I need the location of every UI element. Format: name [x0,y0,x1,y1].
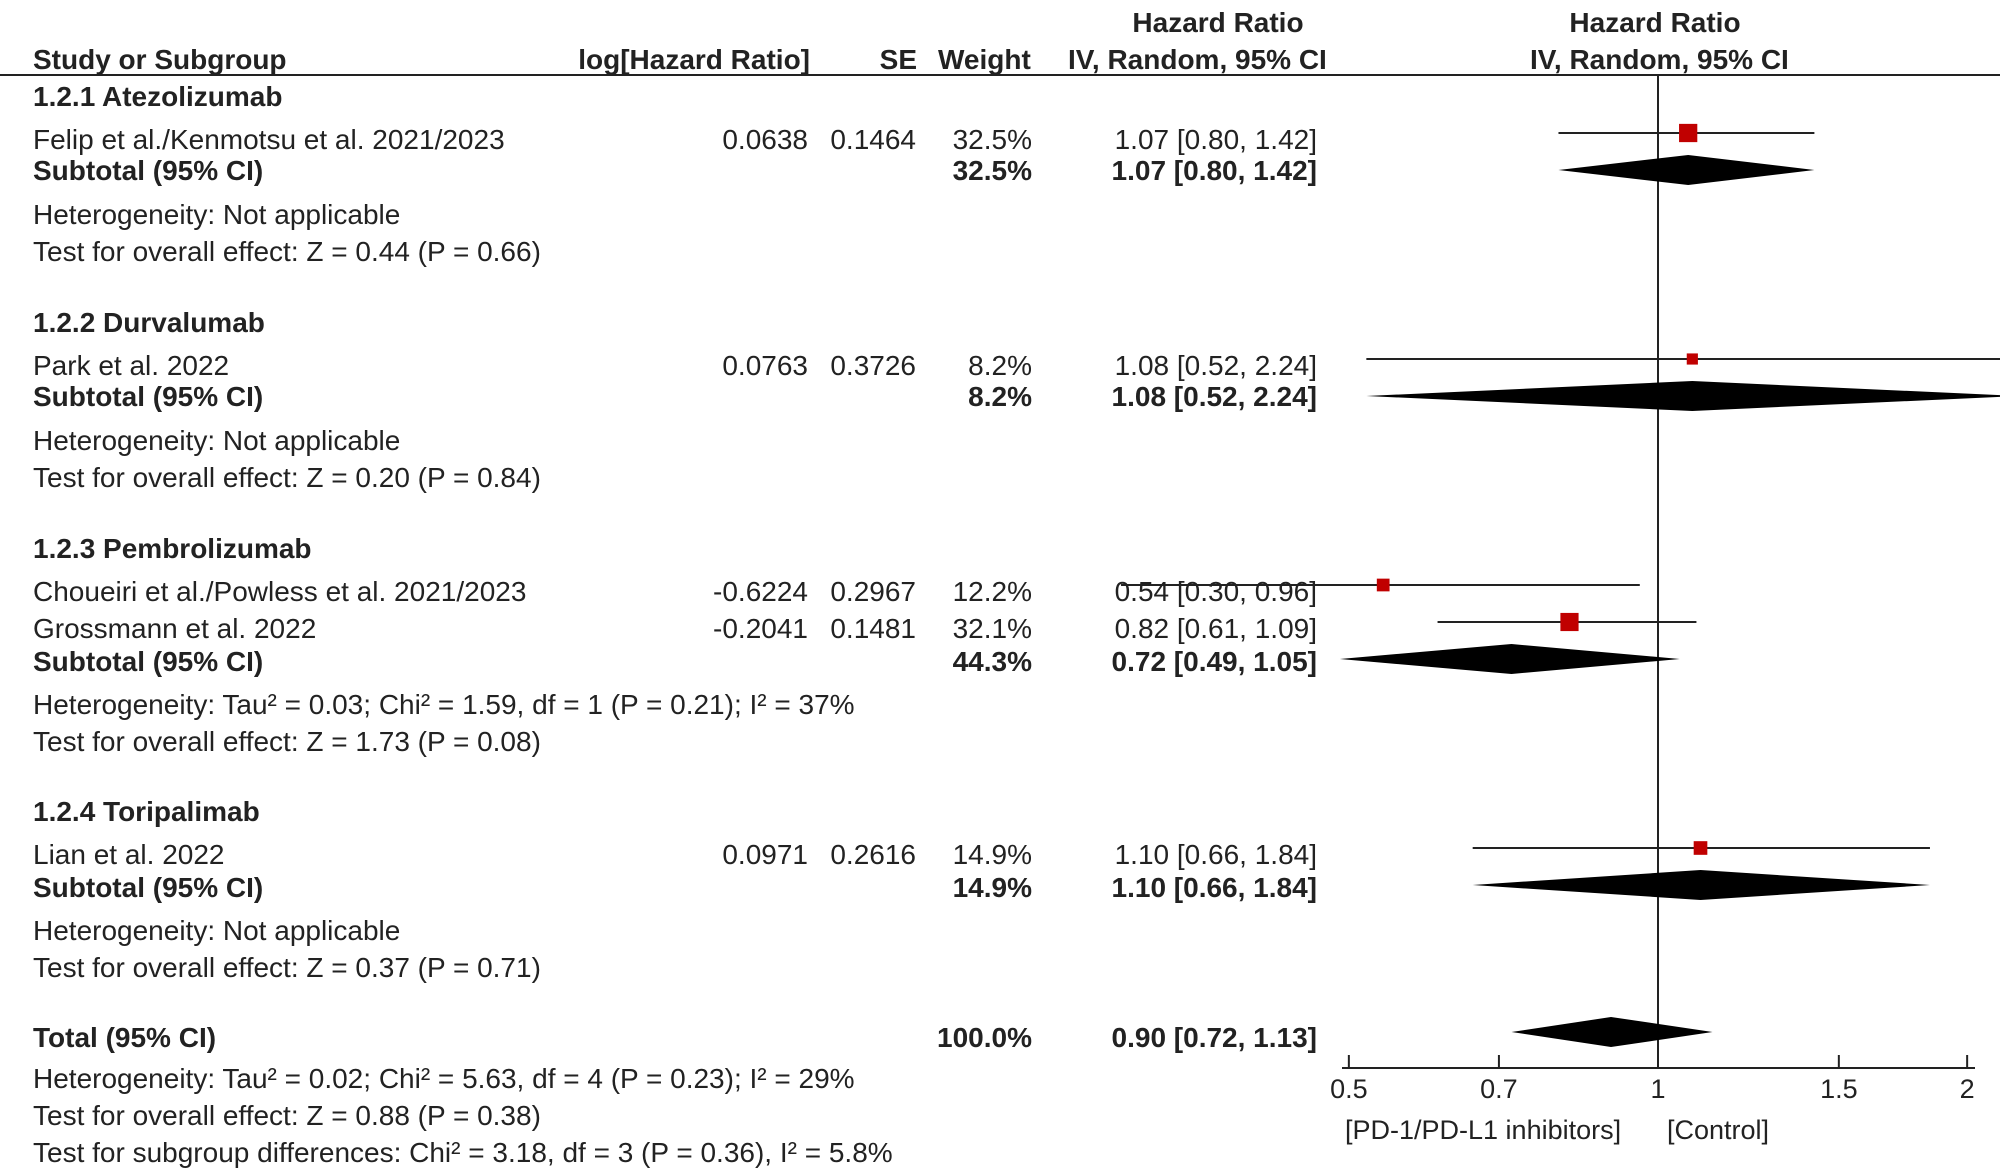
study-name: Choueiri et al./Powless et al. 2021/2023 [33,576,527,607]
study-se: 0.1464 [830,124,916,155]
group-title: 1.2.3 Pembrolizumab [33,533,312,564]
study-ci: 0.54 [0.30, 0.96] [1114,576,1317,607]
x-axis-tick-label: 1 [1650,1074,1665,1104]
subtotal-weight: 14.9% [952,872,1032,903]
overall-effect-text: Test for overall effect: Z = 0.37 (P = 0… [33,952,541,983]
header-loghr: log[Hazard Ratio] [578,44,810,75]
study-loghr: 0.0638 [722,124,808,155]
header-rule [0,74,2000,76]
subtotal-ci: 0.72 [0.49, 1.05] [1111,646,1317,677]
header-study: Study or Subgroup [33,44,287,75]
study-se: 0.2967 [830,576,916,607]
group-title: 1.2.2 Durvalumab [33,307,265,338]
study-se: 0.3726 [830,350,916,381]
heterogeneity-text: Heterogeneity: Not applicable [33,425,401,456]
total-diamond [1511,1017,1713,1047]
study-name: Lian et al. 2022 [33,839,225,870]
subtotal-diamond [1472,870,1930,900]
header-hr-method: IV, Random, 95% CI [1068,44,1327,75]
study-hr-marker [1679,123,1698,143]
overall-effect-text: Test for overall effect: Z = 1.73 (P = 0… [33,726,541,757]
study-loghr: -0.2041 [713,613,808,644]
study-name: Felip et al./Kenmotsu et al. 2021/2023 [33,124,505,155]
subtotal-label: Subtotal (95% CI) [33,646,264,677]
study-weight: 12.2% [952,576,1032,607]
study-hr-marker [1560,612,1579,632]
header-hr-title: Hazard Ratio [1132,7,1304,38]
header-weight: Weight [938,44,1031,75]
study-hr-marker [1376,578,1390,592]
x-axis-tick-label: 2 [1960,1074,1975,1104]
total-ci: 0.90 [0.72, 1.13] [1111,1022,1317,1053]
study-loghr: 0.0763 [722,350,808,381]
study-name: Park et al. 2022 [33,350,230,381]
total-weight: 100.0% [937,1022,1032,1053]
subtotal-ci: 1.08 [0.52, 2.24] [1111,381,1317,412]
overall-effect-text: Test for overall effect: Z = 0.20 (P = 0… [33,462,541,493]
favours-right-label: [Control] [1667,1115,1770,1145]
subtotal-diamond [1366,381,2000,411]
study-weight: 14.9% [952,839,1032,870]
total-heterogeneity: Heterogeneity: Tau² = 0.02; Chi² = 5.63,… [33,1063,855,1094]
subtotal-ci: 1.07 [0.80, 1.42] [1111,155,1317,186]
study-loghr: 0.0971 [722,839,808,870]
study-name: Grossmann et al. 2022 [33,613,317,644]
header-plot-method: IV, Random, 95% CI [1530,44,1789,75]
heterogeneity-text: Heterogeneity: Not applicable [33,199,401,230]
study-ci: 1.10 [0.66, 1.84] [1114,839,1317,870]
heterogeneity-text: Heterogeneity: Tau² = 0.03; Chi² = 1.59,… [33,689,855,720]
study-se: 0.2616 [830,839,916,870]
study-hr-marker [1686,353,1698,365]
study-hr-marker [1693,841,1708,855]
subtotal-weight: 32.5% [952,155,1032,186]
study-ci: 1.08 [0.52, 2.24] [1114,350,1317,381]
overall-effect-text: Test for overall effect: Z = 0.44 (P = 0… [33,236,541,267]
heterogeneity-text: Heterogeneity: Not applicable [33,915,401,946]
x-axis-tick-label: 0.7 [1480,1074,1518,1104]
study-loghr: -0.6224 [713,576,808,607]
subtotal-label: Subtotal (95% CI) [33,155,264,186]
study-se: 0.1481 [830,613,916,644]
subtotal-weight: 44.3% [952,646,1032,677]
subtotal-label: Subtotal (95% CI) [33,381,264,412]
study-weight: 8.2% [968,350,1032,381]
total-overall-effect: Test for overall effect: Z = 0.88 (P = 0… [33,1100,541,1131]
header-se: SE [879,44,917,75]
x-axis-tick-label: 0.5 [1330,1074,1368,1104]
subtotal-label: Subtotal (95% CI) [33,872,264,903]
subtotal-diamond [1339,644,1680,674]
subtotal-weight: 8.2% [968,381,1032,412]
study-weight: 32.1% [952,613,1032,644]
subtotal-ci: 1.10 [0.66, 1.84] [1111,872,1317,903]
study-ci: 1.07 [0.80, 1.42] [1114,124,1317,155]
study-weight: 32.5% [952,124,1032,155]
header-plot-title: Hazard Ratio [1569,7,1741,38]
study-ci: 0.82 [0.61, 1.09] [1114,613,1317,644]
x-axis-tick-label: 1.5 [1820,1074,1858,1104]
favours-left-label: [PD-1/PD-L1 inhibitors] [1345,1115,1622,1145]
total-label: Total (95% CI) [33,1022,217,1053]
subgroup-differences: Test for subgroup differences: Chi² = 3.… [33,1137,893,1168]
subtotal-diamond [1558,155,1815,185]
group-title: 1.2.4 Toripalimab [33,796,260,827]
group-title: 1.2.1 Atezolizumab [33,81,283,112]
